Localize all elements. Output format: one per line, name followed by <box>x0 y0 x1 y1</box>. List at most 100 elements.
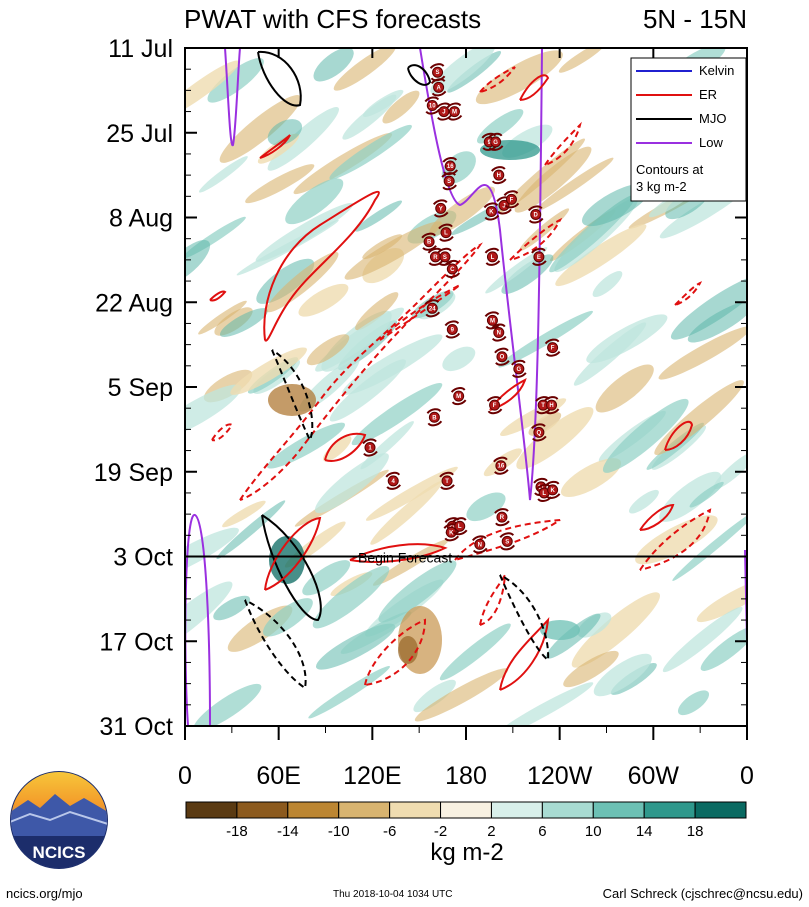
mjo-contour <box>257 50 302 107</box>
storm-arm <box>444 320 460 327</box>
storm-arm <box>437 247 452 254</box>
pwat-anomaly-patch <box>635 515 718 565</box>
storm-marker: A <box>430 78 447 97</box>
colorbar-swatch <box>643 801 696 819</box>
storm-eye <box>446 323 458 335</box>
storm-arm <box>512 372 527 378</box>
storm-arm <box>386 484 402 490</box>
storm-eye <box>445 526 457 538</box>
storm-arm <box>484 247 500 254</box>
storm-eye <box>439 251 451 263</box>
storm-arm <box>444 259 460 266</box>
pwat-anomaly-core <box>540 620 580 640</box>
storm-id: A <box>436 85 441 91</box>
storm-id: K <box>550 488 555 494</box>
storm-marker: G <box>487 132 504 151</box>
storm-eye <box>533 251 545 263</box>
storm-eye <box>446 263 458 275</box>
storm-id: F <box>510 197 514 203</box>
pwat-anomaly-patch <box>442 346 476 372</box>
pwat-anomaly-patch <box>535 157 614 212</box>
pwat-anomaly-patch <box>302 560 351 596</box>
storm-arm <box>491 178 507 185</box>
storm-arm <box>446 102 462 109</box>
pwat-anomaly-patch <box>672 510 747 581</box>
storm-eye <box>485 205 497 217</box>
colorbar-tick-label: 10 <box>585 823 602 840</box>
mjo-forecast-contour <box>271 349 314 443</box>
pwat-anomaly-patch <box>592 271 623 298</box>
storm-marker: 24 <box>424 299 441 318</box>
er-forecast-contour <box>379 284 461 341</box>
storm-id: D <box>534 212 539 218</box>
axes: 11 Jul 25 Jul 8 Aug 22 Aug 5 Sep 19 Sep 3 Oct 1… <box>94 35 754 790</box>
storm-eye <box>486 314 498 326</box>
storm-arm <box>494 469 509 475</box>
storm-arm <box>494 347 509 354</box>
pwat-anomaly-patch <box>659 471 722 522</box>
x-tick-label: 0 <box>178 762 192 790</box>
storm-marker: T <box>439 471 455 490</box>
mjo-forecast-contour <box>244 599 307 690</box>
storm-marker: S <box>437 247 453 266</box>
colorbar-swatch <box>389 801 442 819</box>
y-tick-label: 19 Sep <box>94 459 173 487</box>
pwat-anomaly-patch <box>222 500 266 528</box>
er-contour <box>263 190 380 342</box>
er-forecast-contour <box>454 519 561 561</box>
storm-arm <box>527 205 543 212</box>
storm-arm <box>424 299 440 305</box>
legend: Kelvin ER MJO Low Contours at 3 kg m-2 <box>630 57 747 202</box>
pwat-anomaly-patch <box>298 283 349 317</box>
pwat-anomaly-patch <box>340 611 412 654</box>
storm-arm <box>533 477 548 484</box>
pwat-anomaly-patch <box>689 481 724 508</box>
storm-arm <box>438 223 453 230</box>
colorbar-swatch <box>440 801 492 819</box>
er-forecast-contour <box>479 66 516 93</box>
storm-eye <box>454 520 466 532</box>
pwat-anomaly-patch <box>329 359 406 422</box>
er-contour <box>639 503 675 531</box>
storm-arm <box>531 247 546 254</box>
storm-arm <box>450 387 466 393</box>
pwat-anomaly-patch <box>365 466 458 521</box>
pwat-anomaly-patch <box>185 527 239 581</box>
colorbar-tick-label: -6 <box>383 823 396 840</box>
storm-eye <box>364 442 376 454</box>
storm-eye <box>533 426 545 438</box>
storm-marker: Y <box>432 199 449 218</box>
pwat-anomaly-patch <box>230 347 307 395</box>
storm-id: K <box>449 530 454 536</box>
storm-id: S <box>447 179 451 185</box>
storm-eye <box>441 475 453 487</box>
pwat-anomaly-patch <box>696 578 747 623</box>
storm-arm <box>528 217 544 224</box>
pwat-anomaly-patch <box>256 258 315 304</box>
colorbar-swatch <box>592 801 645 819</box>
storm-eye <box>432 66 444 78</box>
pwat-anomaly-patch <box>344 221 442 280</box>
storm-arm <box>544 408 560 415</box>
er-contour <box>349 543 448 563</box>
storm-marker: E <box>531 247 547 266</box>
er-contour <box>209 290 227 302</box>
storm-id: B <box>432 415 437 421</box>
storm-arm <box>532 435 547 442</box>
legend-note-line2: 3 kg m-2 <box>636 179 687 194</box>
storm-arm <box>485 260 501 266</box>
pwat-anomaly-patch <box>713 451 747 490</box>
storm-arm <box>544 480 560 487</box>
storm-marker: R <box>494 508 510 527</box>
storm-arm <box>433 211 449 218</box>
storm-marker: F <box>503 190 520 209</box>
er-contour <box>519 74 550 101</box>
pwat-anomaly-patch <box>441 151 476 184</box>
storm-eye <box>453 390 465 402</box>
legend-kelvin-label: Kelvin <box>699 63 734 78</box>
er-forecast-contour <box>639 508 712 571</box>
pwat-anomaly-patch <box>314 453 389 514</box>
storm-eye <box>387 475 399 487</box>
colorbar-swatch <box>236 801 289 819</box>
